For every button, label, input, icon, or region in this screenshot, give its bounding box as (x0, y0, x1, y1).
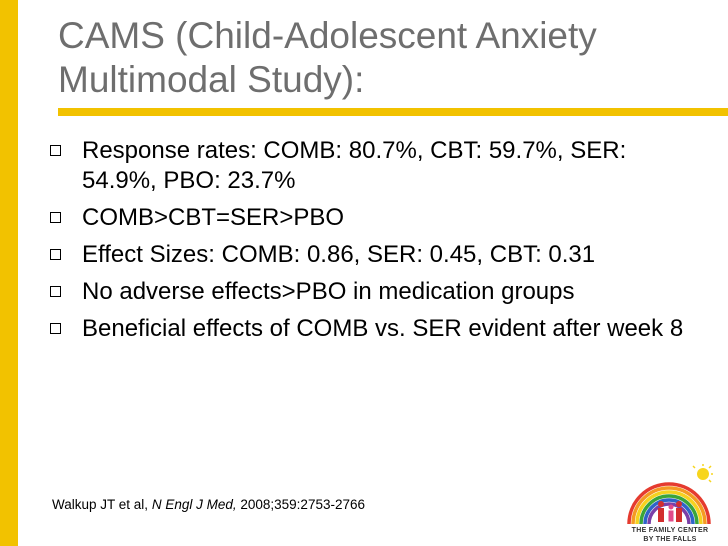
bullet-item: Beneficial effects of COMB vs. SER evide… (48, 314, 698, 344)
slide-title: CAMS (Child-Adolescent Anxiety Multimoda… (58, 15, 597, 100)
square-bullet-icon (50, 249, 61, 260)
left-accent-bar (0, 0, 18, 546)
title-underline-rule (58, 108, 728, 116)
citation-journal: N Engl J Med, (151, 497, 237, 512)
square-bullet-icon (50, 286, 61, 297)
bullet-item: Response rates: COMB: 80.7%, CBT: 59.7%,… (48, 136, 698, 196)
bullet-text: Beneficial effects of COMB vs. SER evide… (82, 315, 684, 342)
citation: Walkup JT et al, N Engl J Med, 2008;359:… (52, 497, 365, 512)
bullet-text: COMB>CBT=SER>PBO (82, 204, 345, 231)
bullet-item: No adverse effects>PBO in medication gro… (48, 277, 698, 307)
family-center-logo: THE FAMILY CENTER BY THE FALLS (615, 464, 725, 544)
logo-line2: BY THE FALLS (643, 536, 697, 543)
logo-line1: THE FAMILY CENTER (631, 527, 709, 534)
citation-details: 2008;359:2753-2766 (240, 497, 365, 512)
square-bullet-icon (50, 145, 61, 156)
bullet-item: Effect Sizes: COMB: 0.86, SER: 0.45, CBT… (48, 240, 698, 270)
rainbow-family-logo-icon (627, 464, 713, 525)
square-bullet-icon (50, 323, 61, 334)
square-bullet-icon (50, 212, 61, 223)
citation-authors: Walkup JT et al, (52, 497, 149, 512)
bullet-list: Response rates: COMB: 80.7%, CBT: 59.7%,… (48, 136, 698, 351)
bullet-text: Effect Sizes: COMB: 0.86, SER: 0.45, CBT… (82, 241, 596, 268)
bullet-item: COMB>CBT=SER>PBO (48, 203, 698, 233)
bullet-text: No adverse effects>PBO in medication gro… (82, 278, 575, 305)
bullet-text: Response rates: COMB: 80.7%, CBT: 59.7%,… (82, 137, 627, 194)
